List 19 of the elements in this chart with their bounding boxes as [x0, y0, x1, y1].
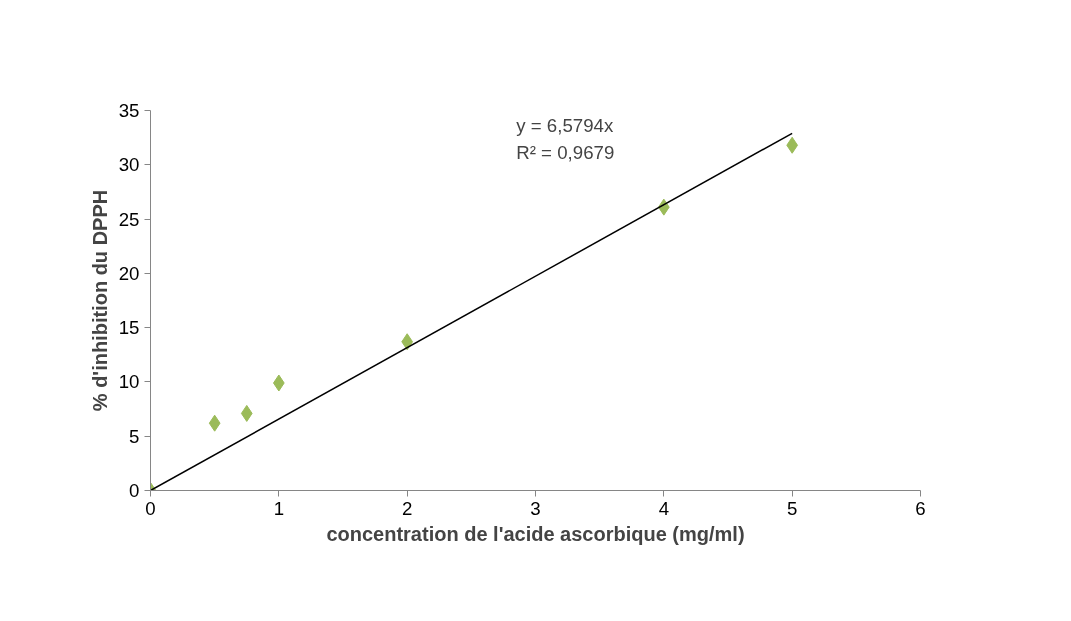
x-tick-label: 3 — [530, 497, 541, 519]
y-tick-label: 5 — [129, 425, 140, 447]
annotation: R² = 0,9679 — [516, 141, 615, 163]
y-tick-label: 25 — [118, 208, 140, 230]
x-tick-label: 5 — [786, 497, 798, 519]
y-axis-title: % d'inhibition du DPPH — [88, 189, 111, 412]
y-tick-label: 0 — [129, 480, 140, 501]
y-tick-label: 15 — [118, 317, 140, 339]
x-tick-label: 2 — [401, 497, 413, 519]
x-axis-title: concentration de l'acide ascorbique (mg/ml) — [326, 522, 745, 545]
y-tick-label: 30 — [118, 154, 140, 176]
y-tick-label: 10 — [118, 371, 140, 393]
x-tick-label: 4 — [658, 497, 670, 519]
x-tick-label: 6 — [915, 497, 926, 519]
x-tick-label: 1 — [273, 497, 285, 519]
y-tick-label: 20 — [118, 262, 140, 284]
x-tick-label: 0 — [145, 497, 156, 519]
annotation: y = 6,5794x — [516, 115, 614, 137]
y-tick-label: 35 — [118, 100, 140, 121]
